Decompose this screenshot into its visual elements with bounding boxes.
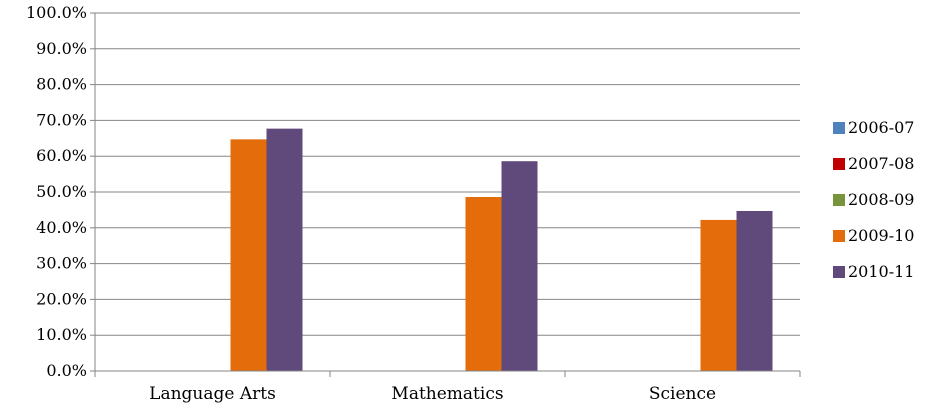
gridlines bbox=[95, 12, 800, 336]
y-tick-label: 90.0% bbox=[36, 39, 87, 58]
y-tick-label: 70.0% bbox=[36, 110, 87, 129]
legend-label: 2010-11 bbox=[848, 262, 914, 281]
y-tick-label: 30.0% bbox=[36, 254, 87, 273]
legend-label: 2006-07 bbox=[848, 118, 914, 137]
bars bbox=[230, 128, 773, 371]
axes bbox=[90, 12, 801, 377]
bar-2009-10-science bbox=[700, 219, 737, 371]
legend-label: 2007-08 bbox=[848, 154, 914, 173]
legend-swatch bbox=[833, 194, 845, 206]
bar-2010-11-mathematics bbox=[501, 161, 538, 371]
bar-2010-11-science bbox=[736, 210, 773, 371]
y-axis-tick-labels: 0.0% 10.0% 20.0% 30.0% 40.0% 50.0% 60.0% 70.0% 8… bbox=[26, 3, 87, 380]
y-tick-label: 0.0% bbox=[46, 361, 87, 380]
bar-2009-10-mathematics bbox=[465, 197, 502, 371]
y-tick-label: 40.0% bbox=[36, 218, 87, 237]
y-tick-label: 20.0% bbox=[36, 289, 87, 308]
x-category-label: Mathematics bbox=[391, 384, 503, 404]
y-tick-label: 60.0% bbox=[36, 146, 87, 165]
y-tick-label: 10.0% bbox=[36, 325, 87, 344]
y-tick-label: 100.0% bbox=[26, 3, 87, 22]
legend-swatch bbox=[833, 266, 845, 278]
x-category-label: Science bbox=[649, 384, 716, 404]
bar-2009-10-language-arts bbox=[230, 139, 267, 371]
bar-2010-11-language-arts bbox=[266, 128, 303, 371]
legend-label: 2008-09 bbox=[848, 190, 914, 209]
legend-swatch bbox=[833, 158, 845, 170]
legend-swatch bbox=[833, 230, 845, 242]
x-category-label: Language Arts bbox=[149, 384, 276, 404]
y-tick-label: 80.0% bbox=[36, 75, 87, 94]
x-axis-category-labels: Language Arts Mathematics Science bbox=[149, 384, 716, 404]
y-tick-label: 50.0% bbox=[36, 182, 87, 201]
legend-swatch bbox=[833, 122, 845, 134]
legend-label: 2009-10 bbox=[848, 226, 914, 245]
legend: 2006-07 2007-08 2008-09 2009-10 2010-11 bbox=[833, 118, 914, 281]
